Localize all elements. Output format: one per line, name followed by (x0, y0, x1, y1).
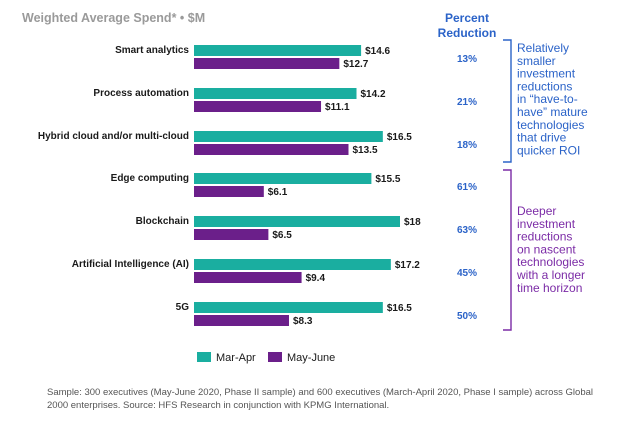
chart-title: Weighted Average Spend* • $M (22, 11, 205, 25)
annotation-line: reductions (517, 230, 572, 244)
legend-swatch-may-june (268, 352, 282, 362)
annotation-line: time horizon (517, 281, 582, 295)
bar-mar-apr (194, 173, 372, 184)
annotation-line: Deeper (517, 204, 556, 218)
annotation-line: in “have-to- (517, 92, 578, 106)
annotation-line: investment (517, 217, 576, 231)
annotation-line: investment (517, 67, 576, 81)
bar-value-label: $13.5 (353, 145, 378, 156)
bar-value-label: $16.5 (387, 132, 412, 143)
bar-value-label: $6.1 (268, 187, 288, 198)
bracket-bottom-group (503, 169, 512, 331)
bar-value-label: $11.1 (325, 102, 350, 113)
annotation-line: that drive (517, 131, 567, 145)
bar-may-june (194, 229, 269, 240)
percent-reduction-header-line2: Reduction (438, 26, 497, 40)
bracket-top-group (503, 39, 512, 163)
bar-value-label: $8.3 (293, 316, 313, 327)
category-label: Hybrid cloud and/or multi-cloud (38, 131, 189, 142)
bar-may-june (194, 144, 349, 155)
bar-may-june (194, 272, 302, 283)
legend-label: Mar-Apr (216, 352, 256, 364)
annotation-line: quicker ROI (517, 143, 580, 157)
category-label: Edge computing (111, 173, 189, 184)
bar-may-june (194, 58, 340, 69)
category-label: Artificial Intelligence (AI) (72, 259, 189, 270)
bar-may-june (194, 315, 289, 326)
bar-value-label: $15.5 (375, 174, 400, 185)
category-label: 5G (176, 302, 190, 313)
annotation-line: Relatively (517, 41, 569, 55)
percent-reduction-header-line1: Percent (445, 11, 489, 25)
percent-reduction-value: 13% (457, 54, 477, 65)
percent-reduction-value: 45% (457, 268, 477, 279)
annotation-line: with a longer (516, 268, 585, 282)
bar-may-june (194, 186, 264, 197)
percent-reduction-value: 21% (457, 97, 477, 108)
annotation-line: reductions (517, 79, 572, 93)
category-label: Process automation (93, 88, 189, 99)
bar-mar-apr (194, 216, 400, 227)
bar-value-label: $9.4 (306, 273, 326, 284)
bar-value-label: $18 (404, 217, 421, 228)
percent-reduction-value: 50% (457, 311, 477, 322)
bar-may-june (194, 101, 322, 112)
category-label: Blockchain (136, 216, 189, 227)
percent-reduction-value: 63% (457, 225, 477, 236)
legend-label: May-June (287, 352, 335, 364)
bar-value-label: $12.7 (343, 59, 368, 70)
bar-value-label: $17.2 (395, 260, 420, 271)
bar-value-label: $6.5 (272, 230, 292, 241)
annotation-line: have” mature (517, 105, 588, 119)
annotation-line: technologies (517, 255, 584, 269)
annotation-line: technologies (517, 118, 584, 132)
bar-mar-apr (194, 302, 383, 313)
bar-value-label: $16.5 (387, 303, 412, 314)
bar-value-label: $14.2 (361, 89, 386, 100)
bar-mar-apr (194, 131, 383, 142)
category-label: Smart analytics (115, 45, 189, 56)
legend-swatch-mar-apr (197, 352, 211, 362)
annotation-line: on nascent (517, 242, 576, 256)
bar-mar-apr (194, 259, 391, 270)
percent-reduction-value: 18% (457, 140, 477, 151)
footnote: Sample: 300 executives (May-June 2020, P… (47, 387, 593, 411)
bar-mar-apr (194, 88, 357, 99)
bar-mar-apr (194, 45, 362, 56)
percent-reduction-value: 61% (457, 182, 477, 193)
bar-value-label: $14.6 (365, 46, 390, 57)
annotation-line: smaller (517, 54, 556, 68)
